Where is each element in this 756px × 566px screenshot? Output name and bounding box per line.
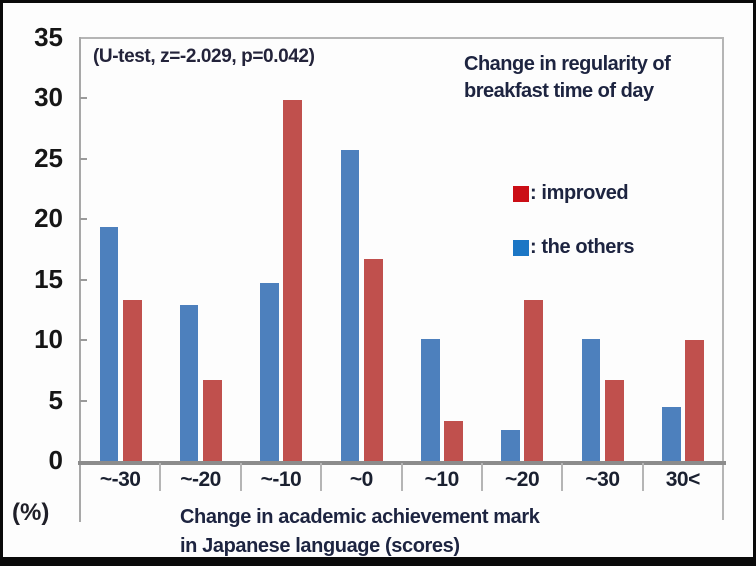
y-axis-unit-label: (%) xyxy=(12,499,50,526)
legend-label-the-others: : the others xyxy=(530,236,635,258)
legend-item-improved: : improved xyxy=(513,182,634,204)
bar-the-others-~30 xyxy=(581,338,601,461)
bar-the-others-~-20 xyxy=(179,305,199,461)
bar-the-others-30< xyxy=(662,406,681,461)
x-axis-title-line2: in Japanese language (scores) xyxy=(180,535,460,557)
x-axis-label: ~0 xyxy=(349,468,373,491)
y-axis-label: 15 xyxy=(34,263,63,294)
x-axis-label: ~10 xyxy=(424,468,460,491)
x-tick-separator xyxy=(641,463,644,491)
bar-improved-~0 xyxy=(363,259,383,461)
bar-the-others-~0 xyxy=(340,150,360,461)
chart-title: Change in regularity of breakfast time o… xyxy=(464,51,671,105)
y-tick-mark xyxy=(80,278,87,281)
x-axis-label: ~-10 xyxy=(260,468,302,491)
frame-border-right xyxy=(753,0,756,566)
bar-improved-~10 xyxy=(444,421,463,461)
x-axis-title: Change in academic achievement mark in J… xyxy=(180,503,540,561)
legend-swatch-the-others-icon xyxy=(513,239,529,256)
bar-improved-~-10 xyxy=(283,99,303,461)
y-axis-label: 20 xyxy=(34,203,63,234)
bar-improved-~-30 xyxy=(122,300,142,461)
plot-border-right xyxy=(722,37,724,520)
y-axis-label: 30 xyxy=(34,82,63,113)
bar-the-others-~-10 xyxy=(260,283,279,461)
y-axis-label: 10 xyxy=(34,324,63,355)
bar-the-others-~10 xyxy=(421,338,440,461)
stats-annotation: (U-test, z=-2.029, p=0.042) xyxy=(93,46,315,67)
x-tick-separator xyxy=(480,463,483,491)
legend: : improved : the others xyxy=(513,182,635,293)
y-tick-mark xyxy=(80,157,87,160)
x-tick-separator xyxy=(561,463,564,491)
x-axis-title-line1: Change in academic achievement mark xyxy=(180,506,540,528)
y-tick-mark xyxy=(80,97,87,100)
bar-improved-~30 xyxy=(604,380,624,461)
x-tick-separator xyxy=(320,463,323,491)
y-axis-label: 35 xyxy=(34,22,63,52)
x-tick-separator xyxy=(400,463,403,491)
x-axis-label: 30< xyxy=(665,468,701,491)
x-tick-separator xyxy=(159,463,162,491)
bar-the-others-~20 xyxy=(501,429,520,461)
legend-swatch-improved-icon xyxy=(513,185,529,202)
y-axis-label: 5 xyxy=(48,384,63,415)
legend-item-the-others: : the others xyxy=(513,236,635,258)
frame-border-bottom xyxy=(0,557,756,566)
frame-border-left xyxy=(0,0,3,566)
x-axis-label: ~-20 xyxy=(180,468,221,491)
x-axis-label: ~30 xyxy=(585,468,620,491)
chart-title-line2: breakfast time of day xyxy=(464,80,654,102)
bar-the-others-~-30 xyxy=(99,226,118,461)
bar-improved-~-20 xyxy=(202,380,222,461)
y-axis-label: 25 xyxy=(34,142,63,173)
legend-label-improved: : improved xyxy=(530,182,629,204)
frame-border-top xyxy=(0,0,756,3)
x-axis-label: ~20 xyxy=(505,468,540,491)
plot-border-top xyxy=(79,37,724,39)
bar-improved-30< xyxy=(685,340,705,461)
y-axis-label: 0 xyxy=(48,445,63,475)
chart-title-line1: Change in regularity of xyxy=(464,53,671,75)
x-tick-separator xyxy=(239,463,242,491)
y-tick-mark xyxy=(80,218,87,221)
y-tick-mark xyxy=(80,399,87,402)
y-tick-mark xyxy=(80,339,87,342)
x-axis-label: ~-30 xyxy=(99,468,141,491)
bar-improved-~20 xyxy=(524,300,544,461)
